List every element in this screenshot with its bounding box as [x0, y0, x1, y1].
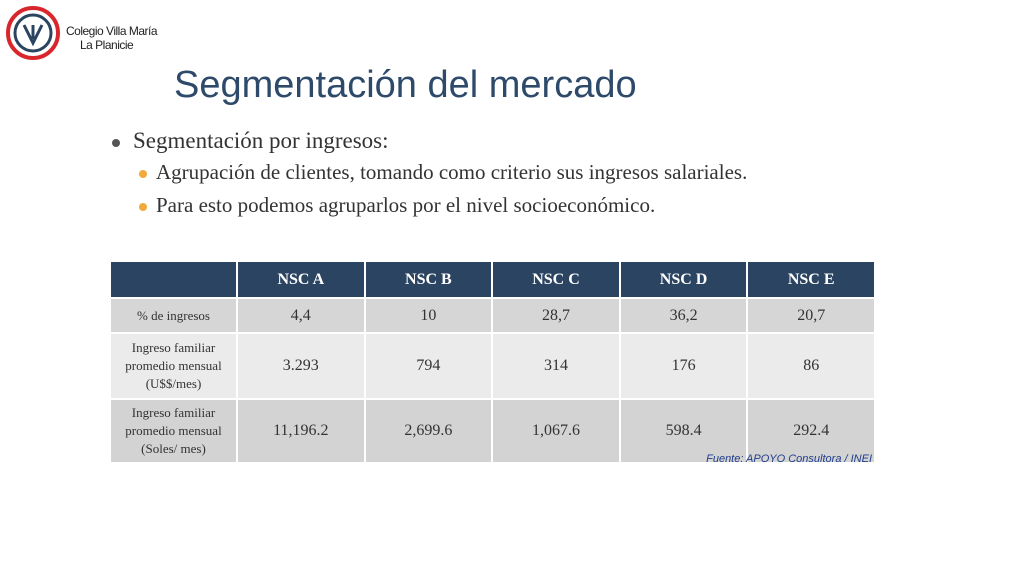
table-cell: 20,7	[747, 297, 876, 333]
source-note: Fuente: APOYO Consultora / INEI	[706, 453, 872, 465]
slide-title: Segmentación del mercado	[174, 64, 637, 106]
table-cell: 2,699.6	[364, 398, 494, 462]
table-cell: 86	[747, 332, 876, 399]
bullet: Segmentación por ingresos:	[112, 128, 747, 154]
table-cell: 176	[619, 332, 749, 399]
row-label: Ingreso familiar promedio mensual (U$$/m…	[111, 332, 238, 399]
column-header: NSC D	[619, 262, 749, 298]
table-row: Ingreso familiar promedio mensual (Soles…	[111, 398, 876, 462]
table-cell: 598.4	[619, 398, 749, 462]
table-cell: 292.4	[747, 398, 876, 462]
income-table: NSC A NSC B NSC C NSC D NSC E % de ingresos 4…	[111, 262, 876, 462]
table-cell: 11,196.2	[237, 398, 366, 462]
school-name: Colegio Villa María	[66, 24, 158, 38]
sub-bullet: Agrupación de clientes, tomando como cri…	[112, 160, 747, 185]
table-header: NSC A NSC B NSC C NSC D NSC E	[111, 262, 876, 298]
column-header: NSC E	[747, 262, 876, 298]
header-cell	[111, 262, 238, 298]
row-label: % de ingresos	[111, 297, 238, 333]
table-cell: 314	[492, 332, 621, 399]
table-cell: 794	[364, 332, 494, 399]
column-header: NSC B	[364, 262, 494, 298]
table-row: % de ingresos 4,4 10 28,7 36,2 20,7	[111, 297, 876, 333]
row-label: Ingreso familiar promedio mensual (Soles…	[111, 398, 238, 462]
column-header: NSC C	[492, 262, 621, 298]
table-cell: 28,7	[492, 297, 621, 333]
table-cell: 4,4	[237, 297, 366, 333]
school-logo	[6, 6, 60, 60]
sub-bullet: Para esto podemos agruparlos por el nive…	[112, 193, 747, 218]
column-header: NSC A	[237, 262, 366, 298]
bullet-list: Segmentación por ingresos: Agrupación de …	[112, 128, 747, 226]
table-cell: 10	[364, 297, 494, 333]
table-cell: 3.293	[237, 332, 366, 399]
table-cell: 36,2	[619, 297, 749, 333]
table-row: Ingreso familiar promedio mensual (U$$/m…	[111, 332, 876, 399]
school-name: La Planicie	[80, 38, 134, 52]
table-cell: 1,067.6	[492, 398, 621, 462]
